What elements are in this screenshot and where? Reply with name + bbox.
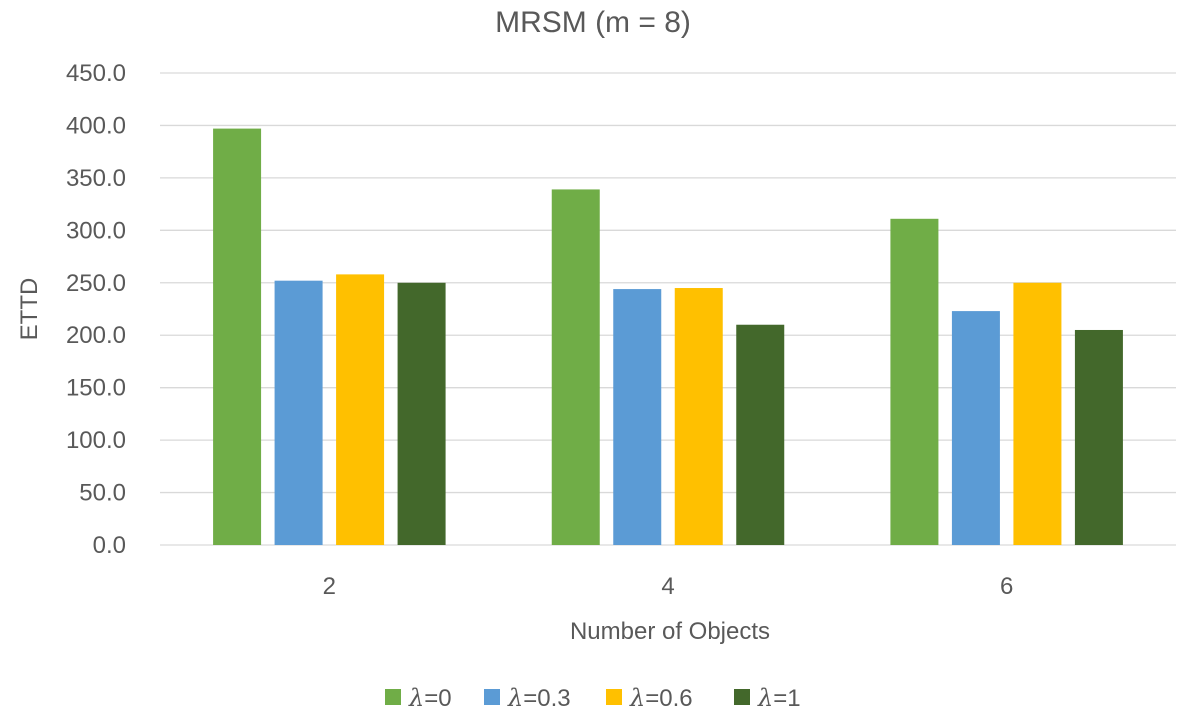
- bar-series-2-cat-1: [674, 288, 723, 545]
- x-tick-label: 4: [661, 573, 674, 600]
- y-tick-label: 400.0: [66, 112, 126, 139]
- legend-label: λ=1: [757, 684, 801, 712]
- x-tick-label: 6: [1000, 573, 1013, 600]
- legend-swatch: [484, 689, 500, 705]
- legend-swatch: [734, 689, 750, 705]
- bar-series-0-cat-2: [890, 218, 939, 545]
- legend-value: =0.3: [523, 685, 570, 712]
- y-tick-label: 350.0: [66, 165, 126, 192]
- legend-swatch: [385, 689, 401, 705]
- y-tick-label: 200.0: [66, 322, 126, 349]
- y-tick-label: 100.0: [66, 427, 126, 454]
- legend-value: =0: [424, 685, 451, 712]
- x-axis-tick-labels: 2 4 6: [323, 573, 1014, 600]
- bar-series-3-cat-0: [397, 282, 446, 545]
- bar-series-2-cat-2: [1013, 282, 1062, 545]
- lambda-symbol: λ: [629, 684, 645, 712]
- gridlines: [160, 72, 1176, 546]
- bar-series-0-cat-0: [213, 128, 262, 545]
- y-tick-label: 150.0: [66, 375, 126, 402]
- legend-swatch: [606, 689, 622, 705]
- y-tick-label: 300.0: [66, 217, 126, 244]
- y-axis-title: ETTD: [16, 278, 43, 341]
- chart-title: MRSM (m = 8): [495, 6, 691, 39]
- y-tick-label: 250.0: [66, 270, 126, 297]
- x-tick-label: 2: [323, 573, 336, 600]
- y-axis-tick-labels: 0.0 50.0 100.0 150.0 200.0 250.0 300.0 350.0 400…: [66, 60, 126, 559]
- bar-series-1-cat-0: [274, 280, 323, 545]
- bar-series-1-cat-2: [951, 311, 1000, 545]
- lambda-symbol: λ: [408, 684, 424, 712]
- y-tick-label: 50.0: [79, 480, 126, 507]
- x-axis-title: Number of Objects: [570, 618, 770, 645]
- legend-label: λ=0: [408, 684, 452, 712]
- legend-label: λ=0.3: [507, 684, 571, 712]
- legend: λ=0 λ=0.3 λ=0.6 λ=1: [385, 684, 801, 712]
- y-tick-label: 450.0: [66, 60, 126, 87]
- bar-series-0-cat-1: [551, 189, 600, 545]
- bars: [213, 128, 1123, 545]
- y-tick-label: 0.0: [93, 532, 126, 559]
- lambda-symbol: λ: [757, 684, 773, 712]
- legend-label: λ=0.6: [629, 684, 693, 712]
- bar-series-3-cat-1: [736, 324, 785, 545]
- bar-series-2-cat-0: [336, 274, 385, 545]
- legend-value: =0.6: [645, 685, 692, 712]
- lambda-symbol: λ: [507, 684, 523, 712]
- bar-series-3-cat-2: [1074, 329, 1123, 545]
- legend-value: =1: [773, 685, 800, 712]
- bar-series-1-cat-1: [613, 289, 662, 545]
